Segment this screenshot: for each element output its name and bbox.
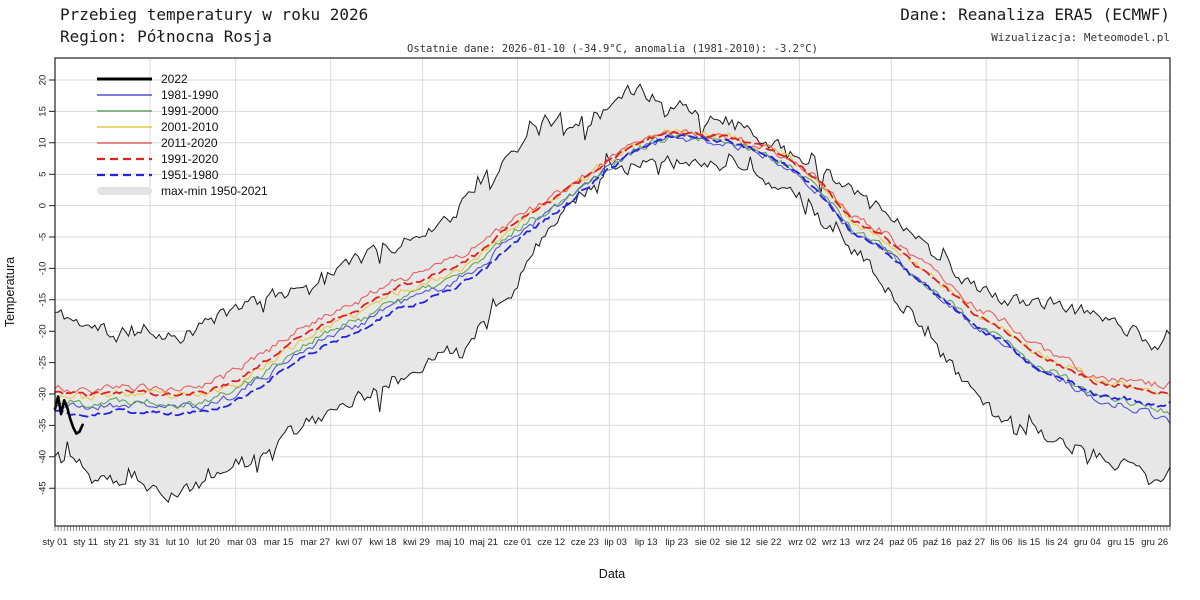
legend-label: 1951-1980 (161, 168, 219, 182)
legend-label: 2011-2020 (161, 136, 218, 150)
y-tick-label: 15 (38, 106, 49, 117)
y-axis-ticks (49, 79, 55, 489)
y-tick-label: -25 (38, 356, 49, 370)
x-tick-label: lis 06 (990, 537, 1012, 548)
legend-item-2001-2010: 2001-2010 (97, 120, 219, 134)
x-tick-label: lip 03 (604, 537, 627, 548)
legend-item-1991-2020: 1991-2020 (97, 152, 219, 166)
x-tick-label: cze 01 (504, 537, 532, 548)
y-tick-label: -20 (38, 324, 49, 338)
x-tick-label: lis 24 (1046, 537, 1068, 548)
y-tick-label: -35 (38, 419, 49, 433)
series-1981-1990 (54, 134, 1171, 425)
series-2022 (53, 395, 84, 435)
x-tick-label: wrz 24 (855, 537, 884, 548)
y-tick-label: -15 (38, 293, 49, 307)
x-tick-label: paź 05 (889, 537, 918, 548)
legend-item-2022: 2022 (97, 72, 188, 86)
visualization-credit: Wizualizacja: Meteomodel.pl (991, 31, 1170, 44)
x-tick-label: sty 01 (42, 537, 67, 548)
legend-item-1991-2000: 1991-2000 (97, 104, 219, 118)
y-tick-label: -10 (38, 262, 49, 276)
x-tick-label: paź 27 (957, 537, 986, 548)
legend-band-swatch (97, 187, 152, 195)
page-title: Przebieg temperatury w roku 2026 (60, 5, 369, 24)
axes: 20 15 10 5 0 -5 -10 -15 -20 -25 -30 -35 -40 -45 sty 01… (38, 75, 1171, 548)
x-tick-label: wrz 13 (821, 537, 850, 548)
x-tick-label: maj 10 (436, 537, 465, 548)
x-tick-label: kwi 07 (336, 537, 363, 548)
x-tick-label: wrz 02 (787, 537, 816, 548)
legend-label: 1991-2000 (161, 104, 219, 118)
x-tick-label: lut 20 (197, 537, 220, 548)
x-tick-label: gru 26 (1141, 537, 1168, 548)
x-tick-label: mar 27 (301, 537, 331, 548)
y-tick-label: 10 (38, 138, 49, 149)
legend-item-max-min-1950-2021: max-min 1950-2021 (97, 184, 268, 198)
region-subtitle: Region: Północna Rosja (60, 27, 272, 46)
x-tick-label: cze 12 (537, 537, 565, 548)
max-min-band (55, 84, 1170, 503)
data-source-label: Dane: Reanaliza ERA5 (ECMWF) (900, 5, 1170, 24)
series-1991-2020 (54, 130, 1171, 398)
x-tick-label: kwi 18 (369, 537, 396, 548)
x-tick-label: sty 11 (73, 537, 98, 548)
x-tick-label: paź 16 (923, 537, 952, 548)
x-tick-label: gru 04 (1074, 537, 1101, 548)
y-axis-title: Temperatura (3, 257, 17, 327)
legend-item-1981-1990: 1981-1990 (97, 88, 219, 102)
y-tick-label: 5 (38, 172, 49, 177)
x-tick-label: sie 02 (695, 537, 720, 548)
y-tick-label: -40 (38, 450, 49, 464)
x-tick-label: sie 12 (725, 537, 750, 548)
x-tick-label: lip 13 (635, 537, 658, 548)
legend-item-1951-1980: 1951-1980 (97, 168, 219, 182)
x-tick-label: cze 23 (571, 537, 599, 548)
y-tick-label: 0 (38, 203, 49, 208)
legend-item-2011-2020: 2011-2020 (97, 136, 218, 150)
y-tick-label: -5 (38, 233, 49, 241)
legend-label: 2001-2010 (161, 120, 219, 134)
x-tick-label: kwi 29 (403, 537, 430, 548)
x-tick-label: maj 21 (470, 537, 499, 548)
x-axis-title: Data (599, 567, 625, 581)
x-tick-label: sie 22 (756, 537, 781, 548)
y-tick-label: 20 (38, 75, 49, 86)
x-tick-label: lut 10 (166, 537, 189, 548)
x-tick-label: mar 15 (264, 537, 294, 548)
x-tick-label: sty 21 (104, 537, 129, 548)
y-tick-label: -45 (38, 481, 49, 495)
legend-label: max-min 1950-2021 (161, 184, 268, 198)
legend-label: 1981-1990 (161, 88, 219, 102)
legend-label: 1991-2020 (161, 152, 219, 166)
series-2011-2020 (54, 129, 1171, 394)
x-tick-label: lip 23 (665, 537, 688, 548)
x-tick-label: gru 15 (1108, 537, 1135, 548)
legend: 2022 1981-1990 1991-2000 2001-2010 2011-2020… (97, 72, 268, 198)
y-tick-label: -30 (38, 387, 49, 401)
x-tick-label: lis 15 (1018, 537, 1040, 548)
band-max-edge (55, 83, 1171, 351)
x-tick-label: sty 31 (134, 537, 159, 548)
x-axis-day-ticks (54, 526, 1171, 531)
series-1951-1980 (54, 134, 1171, 418)
legend-label: 2022 (161, 72, 188, 86)
x-tick-label: mar 03 (227, 537, 257, 548)
last-data-subtitle: Ostatnie dane: 2026-01-10 (-34.9°C, anom… (407, 43, 818, 55)
series-1991-2000 (54, 133, 1171, 416)
